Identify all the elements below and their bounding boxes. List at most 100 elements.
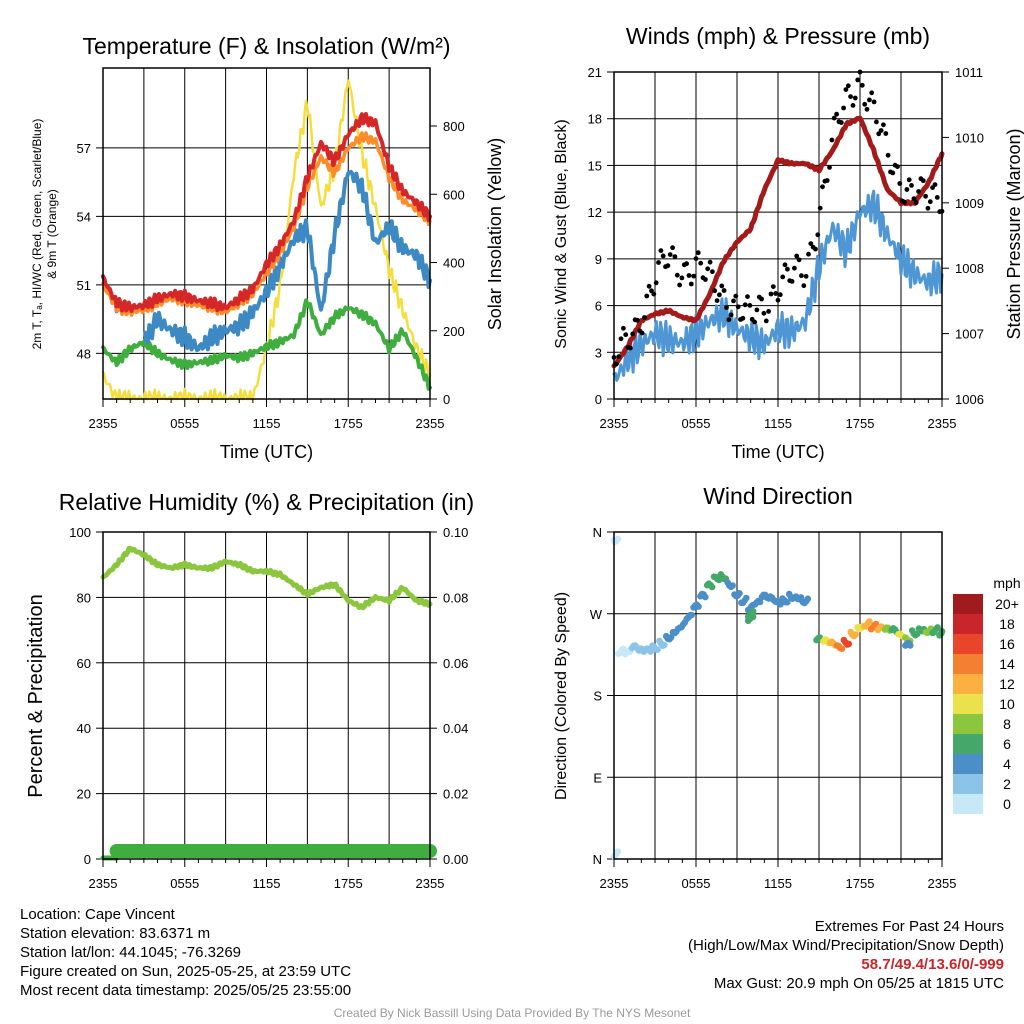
y-tick-label: E	[593, 770, 602, 785]
direction-point	[614, 535, 622, 543]
gust-point	[906, 177, 912, 183]
gust-point	[852, 95, 858, 101]
colorbar-swatch	[953, 654, 983, 674]
x-tick-label: 1755	[334, 876, 363, 891]
colorbar-level-label: 8	[1003, 716, 1011, 732]
gust-point	[932, 182, 938, 188]
y2-axis-label: Station Pressure (Maroon)	[1004, 128, 1024, 339]
gust-point	[843, 87, 849, 92]
gust-point	[808, 241, 814, 247]
gust-point	[688, 281, 694, 287]
gust-point	[646, 283, 652, 289]
y-axis-label: Percent & Precipitation	[25, 594, 47, 797]
gust-point	[635, 317, 640, 323]
x-tick-label: 2355	[89, 876, 118, 891]
direction-point	[749, 608, 757, 615]
gust-point	[878, 128, 884, 133]
gust-point	[651, 291, 657, 297]
x-tick-label: 2355	[89, 416, 118, 431]
gust-point	[883, 131, 889, 136]
colorbar-label: mph	[993, 575, 1020, 591]
created-text: Figure created on Sun, 2025-05-25, at 23…	[20, 963, 352, 980]
colorbar-swatch	[953, 774, 983, 794]
x-axis-label: Time (UTC)	[731, 442, 824, 462]
gust-point	[660, 253, 666, 259]
gust-point	[782, 262, 788, 268]
gust-point	[653, 280, 659, 286]
max-gust-text: Max Gust: 20.9 mph On 05/25 at 1815 UTC	[713, 975, 1004, 992]
colorbar-swatch	[953, 594, 983, 614]
gust-point	[859, 82, 865, 88]
gust-point	[855, 77, 861, 83]
gust-point	[745, 294, 750, 299]
gust-point	[642, 315, 647, 320]
colorbar-swatch	[953, 714, 983, 734]
direction-point	[749, 613, 757, 621]
gust-point	[628, 345, 633, 351]
y2-tick-label: 1009	[955, 196, 984, 211]
y-tick-label: 12	[588, 205, 602, 220]
temperature-9m-line	[101, 131, 432, 317]
gust-point	[710, 269, 715, 275]
sonic-wind-line	[612, 189, 944, 382]
y-tick-label: 54	[77, 209, 91, 224]
direction-point	[756, 598, 764, 606]
direction-point	[708, 583, 716, 591]
gust-point	[721, 288, 727, 293]
y2-tick-label: 0.00	[443, 852, 468, 867]
gust-point	[923, 193, 928, 199]
x-axis-label: Time (UTC)	[220, 442, 313, 462]
gust-point	[705, 266, 711, 272]
colorbar-level-label: 20+	[995, 596, 1019, 612]
gust-point	[695, 250, 701, 256]
x-tick-label: 1155	[764, 876, 792, 891]
y-tick-label: 48	[77, 346, 91, 361]
gust-point	[789, 279, 795, 284]
gust-point	[644, 293, 650, 299]
x-tick-label: 0555	[682, 876, 711, 891]
x-tick-label: 0555	[170, 876, 199, 891]
extremes-info: Extremes For Past 24 Hours (High/Low/Max…	[688, 917, 1004, 993]
colorbar-swatch	[953, 694, 983, 714]
colorbar-level-label: 4	[1003, 756, 1011, 772]
gust-point	[920, 178, 926, 184]
gust-point	[759, 296, 764, 302]
y-tick-label: 20	[77, 787, 91, 802]
gust-point	[768, 291, 774, 297]
gust-point	[916, 189, 921, 194]
colorbar-swatch	[953, 674, 983, 694]
x-tick-label: 2355	[600, 876, 629, 891]
gust-point	[803, 273, 809, 279]
gust-point	[925, 205, 931, 211]
extremes-heading: Extremes For Past 24 Hours	[814, 918, 1004, 935]
direction-point	[661, 641, 668, 649]
y-tick-label: 51	[77, 278, 91, 293]
y-tick-label: S	[593, 689, 602, 704]
gust-point	[813, 246, 818, 252]
gust-point	[780, 274, 786, 280]
gust-point	[902, 199, 907, 205]
gust-point	[785, 266, 790, 272]
station-info: Location: Cape Vincent Station elevation…	[20, 905, 351, 1000]
gust-point	[623, 332, 629, 338]
gust-point	[820, 184, 825, 190]
colorbar-level-label: 12	[999, 676, 1015, 692]
direction-point	[614, 848, 622, 855]
x-tick-label: 2355	[416, 876, 445, 891]
dewpoint-line	[101, 298, 432, 391]
x-tick-label: 0555	[682, 416, 711, 431]
panel-3	[102, 532, 431, 859]
direction-point	[804, 595, 812, 603]
gust-point	[829, 137, 835, 143]
gust-point	[677, 282, 682, 288]
y-tick-label: 0	[84, 852, 91, 867]
recent-timestamp-text: Most recent data timestamp: 2025/05/25 2…	[20, 982, 352, 999]
chart-title: Wind Direction	[703, 483, 853, 509]
y2-tick-label: 0	[443, 392, 450, 407]
gust-point	[770, 284, 776, 289]
gust-point	[616, 354, 622, 360]
gust-point	[714, 298, 720, 303]
gust-point	[691, 273, 697, 279]
gust-point	[874, 119, 879, 125]
gust-point	[869, 90, 875, 96]
